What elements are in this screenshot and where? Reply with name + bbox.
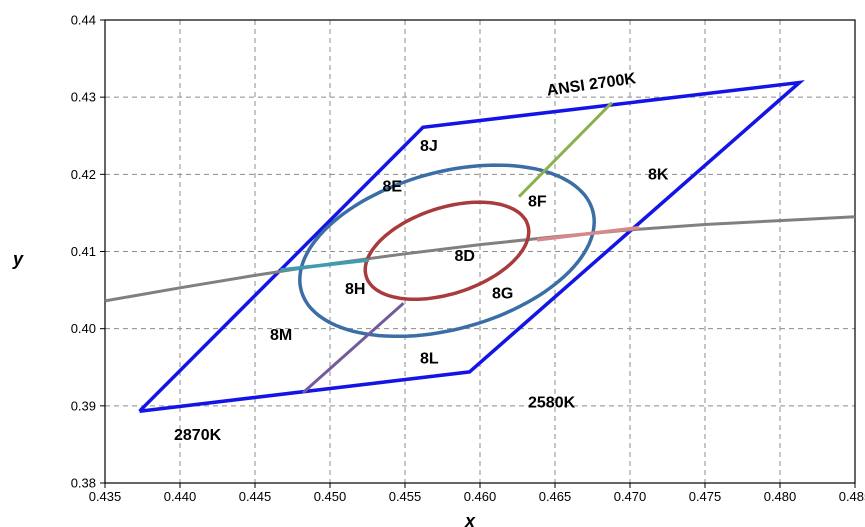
region-label: 8D [455,248,475,265]
x-tick-label: 0.470 [614,489,647,504]
y-axis-label: y [12,249,24,269]
y-tick-label: 0.40 [71,321,96,336]
x-tick-label: 0.450 [314,489,347,504]
seg-bottom-line [302,302,405,394]
region-label: 2580K [528,394,576,411]
quadrangle-line [138,80,805,413]
seg-top-line [517,101,614,198]
y-tick-label: 0.38 [71,476,96,491]
y-tick-label: 0.43 [71,90,96,105]
y-tick-label: 0.42 [71,167,96,182]
x-axis-label: x [464,511,476,527]
y-tick-labels: 0.38 0.39 0.40 0.41 0.42 0.43 0.44 [71,13,96,491]
seg-left-line [280,258,370,272]
plot-frame [104,19,856,484]
x-tick-labels: 0.435 0.440 0.445 0.450 0.455 0.460 0.465 0.470… [89,489,865,504]
region-label: 8J [420,138,438,155]
x-tick-label: 0.465 [539,489,572,504]
region-label: 8H [345,281,365,298]
outer-ellipse [298,163,596,339]
region-label: 8L [420,350,439,367]
region-label: 2870K [174,427,222,444]
region-label: 8K [648,167,669,184]
x-tick-label: 0.475 [689,489,722,504]
y-tick-label: 0.41 [71,244,96,259]
x-tick-label: 0.440 [164,489,197,504]
x-tick-label: 0.480 [764,489,797,504]
seg-right-line [536,225,640,242]
x-tick-label: 0.485 [839,489,865,504]
planckian-locus-line [104,215,856,303]
x-tick-label: 0.460 [464,489,497,504]
region-label: 8F [528,194,547,211]
data-curves [104,80,856,413]
y-tick-label: 0.44 [71,13,96,28]
region-label: 8E [383,178,403,195]
y-tick-label: 0.39 [71,398,96,413]
region-label: 8M [270,327,292,344]
x-tick-label: 0.435 [89,489,122,504]
region-label: 8G [492,286,513,303]
x-tick-label: 0.445 [239,489,272,504]
x-tick-label: 0.455 [389,489,422,504]
inner-ellipse [363,200,531,302]
grid [100,19,856,488]
plot-border [104,19,856,484]
